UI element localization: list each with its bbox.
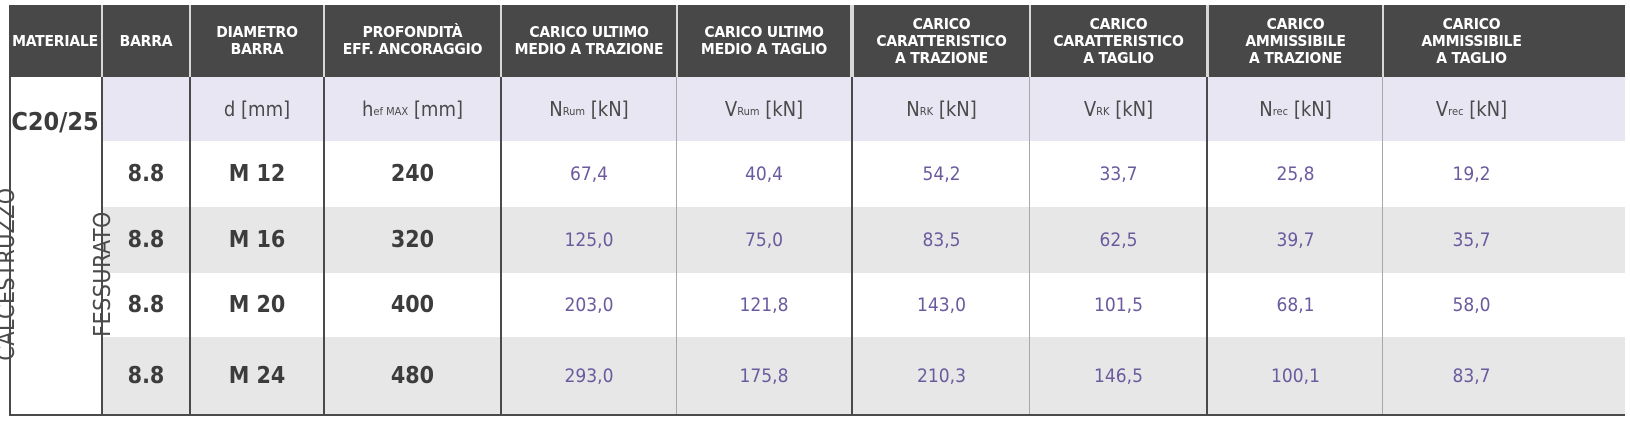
cell-n-rec: 68,1 (1276, 294, 1315, 316)
table-border-left (9, 77, 11, 414)
cell-n-rec: 25,8 (1276, 163, 1315, 185)
cell-v-rk: 33,7 (1099, 163, 1138, 185)
material-cell: C20/25 CALCESTRUZZO FESSURATO (0, 77, 116, 414)
table-row: 8.8 M 16 320 125,0 75,0 83,5 62,5 39,7 3… (9, 207, 1625, 273)
column-divider (101, 77, 103, 414)
cell-n-rk: 83,5 (922, 229, 961, 251)
table-row: 8.8 M 24 480 293,0 175,8 210,3 146,5 100… (9, 337, 1625, 414)
unit-v-rk: V RK [kN] (1083, 97, 1154, 121)
cell-v-rum: 75,0 (744, 229, 784, 251)
cell-n-rum: 293,0 (564, 364, 614, 387)
cell-diametro: M 16 (228, 227, 286, 253)
unit-profondita: h ef MAX [mm] (361, 97, 464, 121)
cell-barra: 8.8 (127, 292, 165, 318)
header-diametro-barra: DIAMETRO BARRA (216, 23, 298, 58)
cell-v-rk: 62,5 (1099, 229, 1138, 251)
table-row: 8.8 M 12 240 67,4 40,4 54,2 33,7 25,8 19… (9, 141, 1625, 207)
cell-n-rk: 143,0 (917, 294, 966, 316)
cell-barra: 8.8 (127, 161, 165, 187)
cell-v-rum: 175,8 (739, 364, 789, 387)
cell-barra: 8.8 (127, 227, 165, 253)
cell-diametro: M 12 (228, 161, 286, 187)
table-header: MATERIALE BARRA DIAMETRO BARRA PROFONDIT… (9, 5, 1625, 77)
cell-n-rum: 125,0 (564, 229, 614, 251)
column-divider (189, 77, 191, 414)
cell-v-rum: 121,8 (739, 294, 789, 316)
units-row: d [mm] h ef MAX [mm] N Rum [kN] V Rum [kN] … (9, 77, 1625, 141)
cell-profondita: 320 (390, 227, 435, 253)
header-materiale: MATERIALE (12, 31, 98, 50)
table-row: 8.8 M 20 400 203,0 121,8 143,0 101,5 68,… (9, 273, 1625, 337)
cell-profondita: 400 (390, 292, 435, 318)
cell-v-rec: 19,2 (1452, 163, 1491, 185)
column-divider (676, 77, 677, 414)
header-carico-caratteristico-trazione: CARICO CARATTERISTICO A TRAZIONE (876, 14, 1007, 67)
cell-barra: 8.8 (127, 362, 165, 389)
cell-n-rk: 210,3 (917, 364, 966, 387)
material-type: CALCESTRUZZO FESSURATO (0, 187, 116, 360)
cell-profondita: 480 (390, 362, 435, 389)
cell-n-rum: 67,4 (569, 163, 609, 185)
header-carico-ultimo-trazione: CARICO ULTIMO MEDIO A TRAZIONE (514, 23, 664, 58)
unit-v-rum: V Rum [kN] (724, 97, 804, 121)
cell-diametro: M 24 (228, 362, 286, 389)
cell-v-rk: 146,5 (1094, 364, 1143, 387)
unit-diametro: d [mm] (223, 97, 291, 121)
cell-v-rk: 101,5 (1094, 294, 1143, 316)
cell-profondita: 240 (390, 161, 435, 187)
column-divider (500, 77, 502, 414)
header-carico-ammissibile-trazione: CARICO AMMISSIBILE A TRAZIONE (1245, 14, 1346, 67)
column-divider (1382, 77, 1383, 414)
header-carico-ultimo-taglio: CARICO ULTIMO MEDIO A TAGLIO (700, 23, 828, 58)
unit-n-rum: N Rum [kN] (549, 97, 629, 121)
header-barra: BARRA (119, 31, 173, 50)
cell-v-rec: 83,7 (1452, 364, 1491, 387)
cell-n-rum: 203,0 (564, 294, 614, 316)
cell-n-rk: 54,2 (922, 163, 961, 185)
cell-n-rec: 39,7 (1276, 229, 1315, 251)
cell-v-rec: 58,0 (1452, 294, 1491, 316)
cell-n-rec: 100,1 (1271, 364, 1320, 387)
unit-n-rk: N RK [kN] (906, 97, 977, 121)
header-carico-ammissibile-taglio: CARICO AMMISSIBILE A TAGLIO (1421, 14, 1522, 67)
material-grade: C20/25 (11, 107, 99, 136)
cell-diametro: M 20 (228, 292, 286, 318)
column-divider (1029, 77, 1030, 414)
header-carico-caratteristico-taglio: CARICO CARATTERISTICO A TAGLIO (1053, 14, 1184, 67)
column-divider (1206, 77, 1208, 414)
column-divider (323, 77, 325, 414)
load-table: MATERIALE BARRA DIAMETRO BARRA PROFONDIT… (0, 5, 1625, 416)
cell-v-rum: 40,4 (744, 163, 784, 185)
column-divider (851, 77, 853, 414)
header-profondita: PROFONDITÀ EFF. ANCORAGGIO (342, 23, 483, 58)
cell-v-rec: 35,7 (1452, 229, 1491, 251)
